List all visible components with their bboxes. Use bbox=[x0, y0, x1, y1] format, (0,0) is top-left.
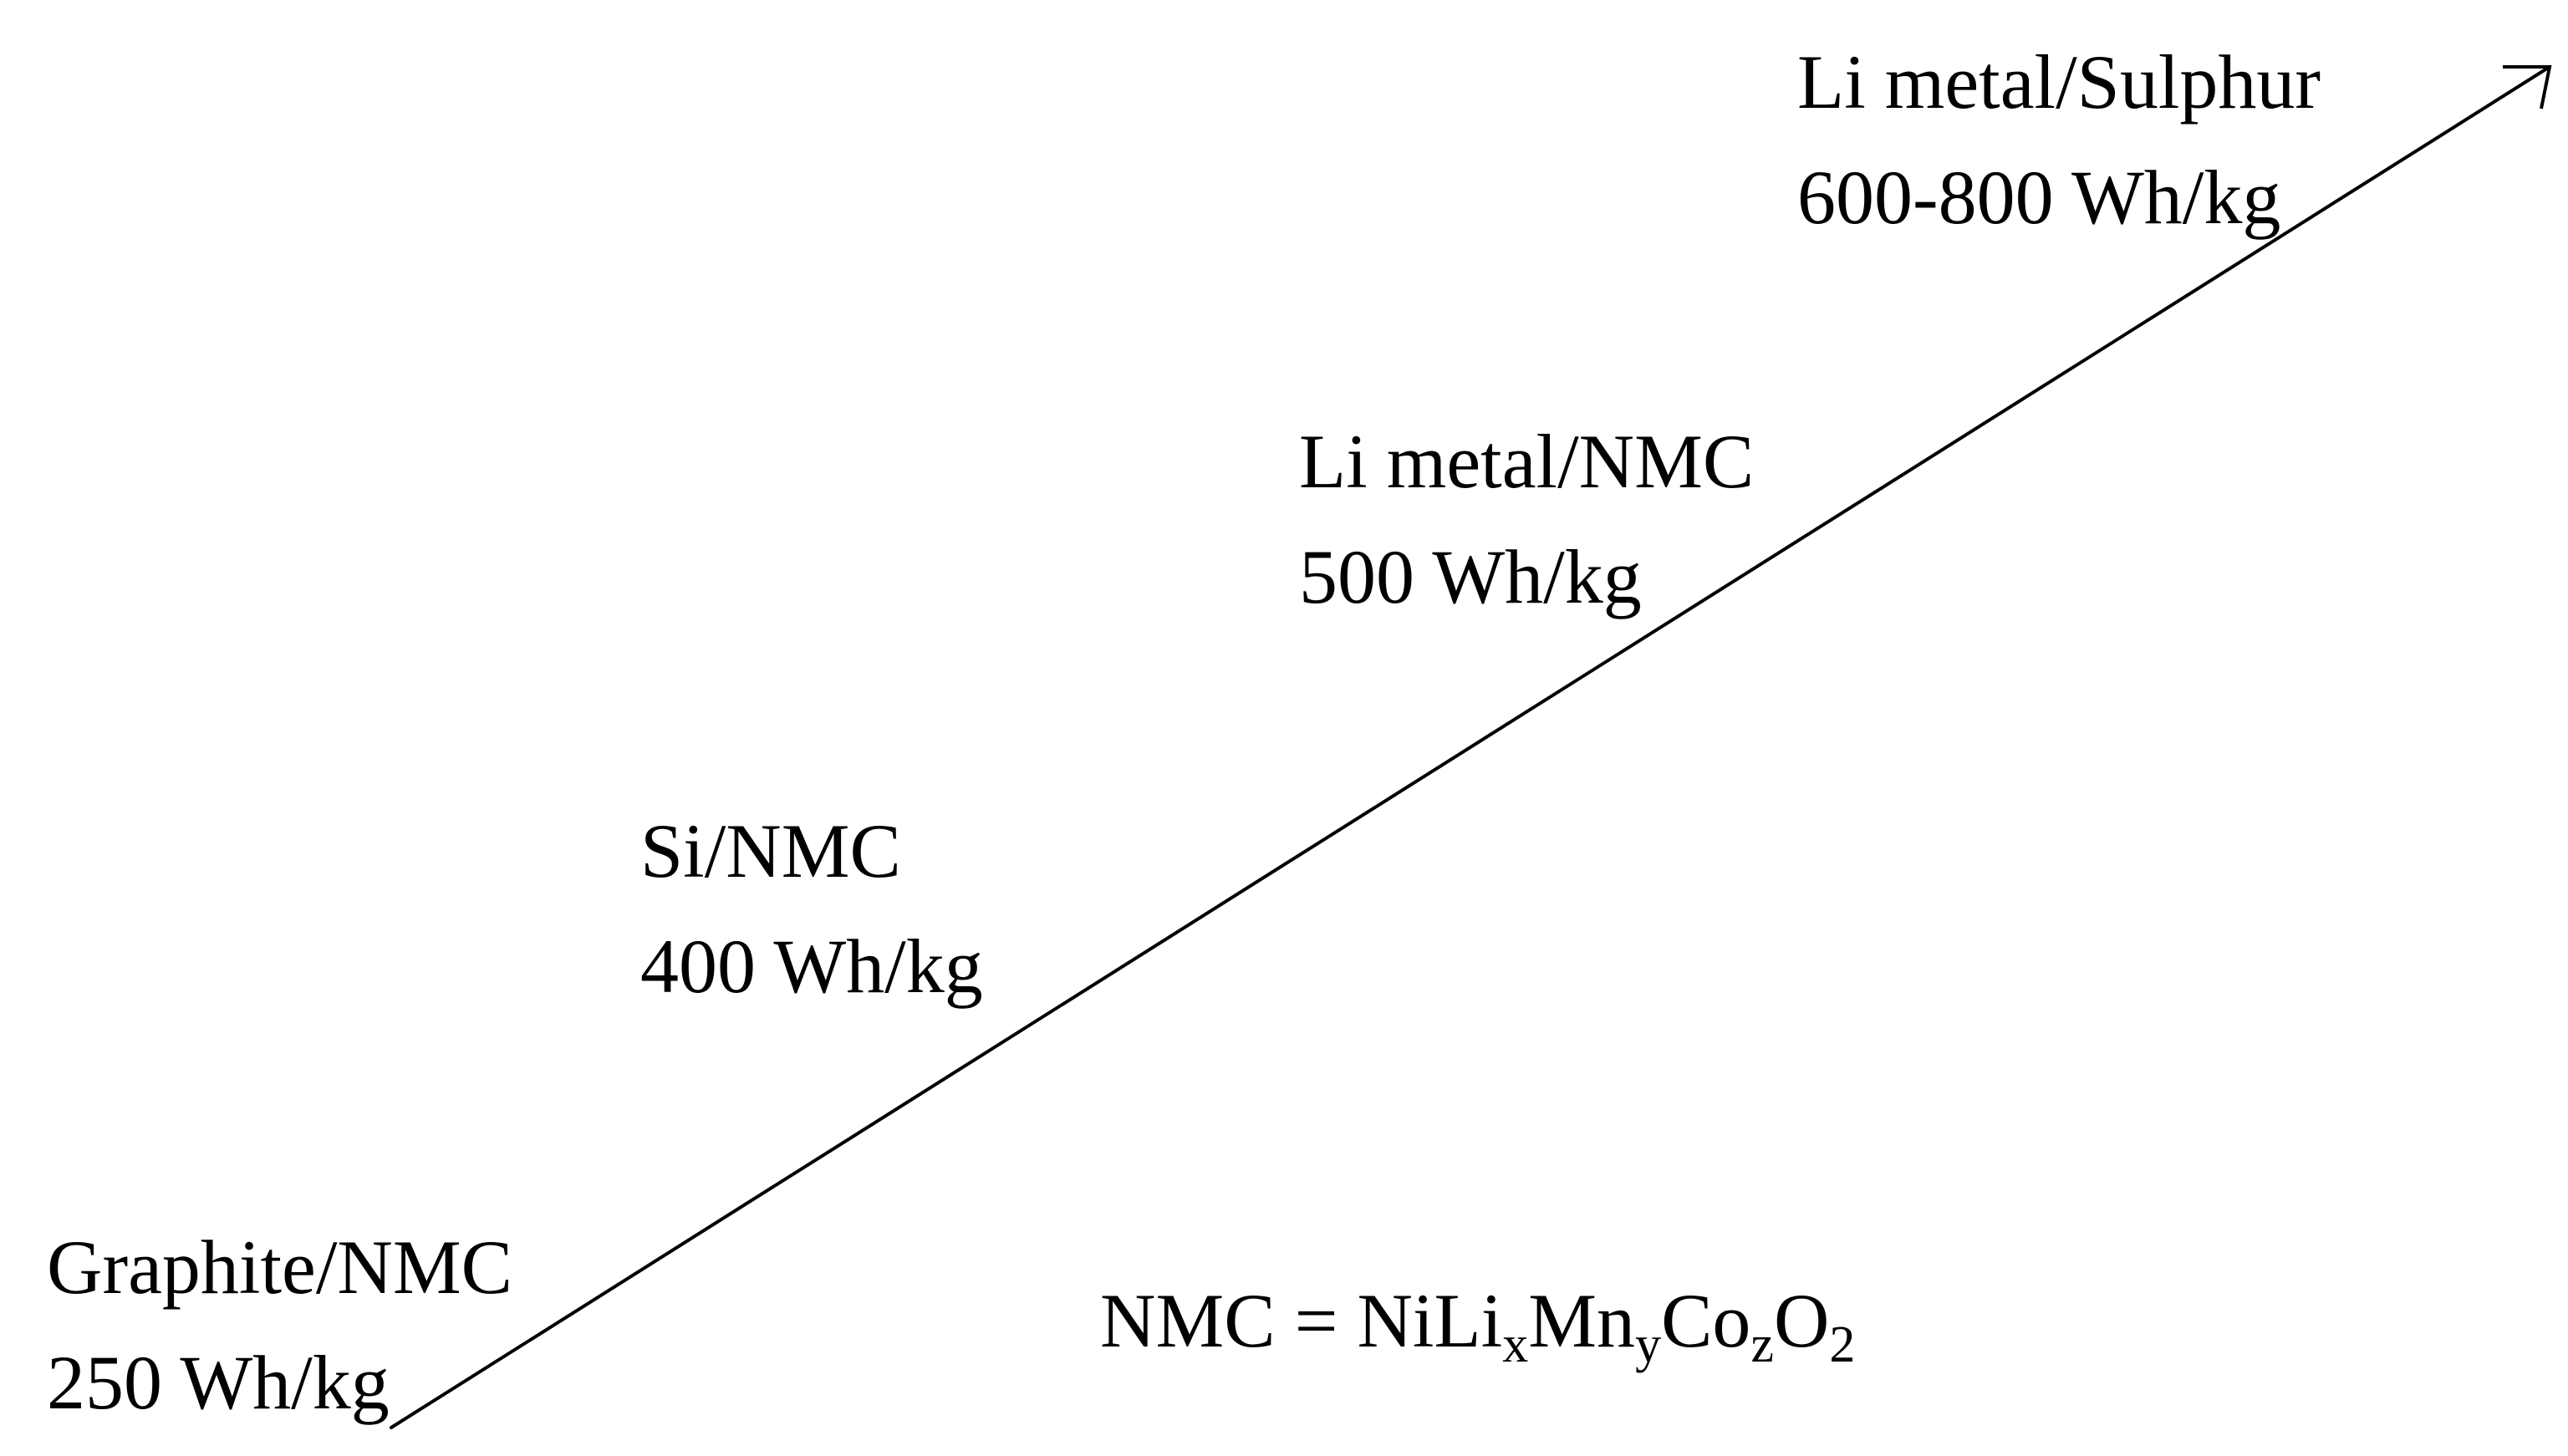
formula-co: Co bbox=[1661, 1278, 1751, 1363]
formula-lhs: NMC = NiLi bbox=[1100, 1278, 1503, 1363]
formula-mn: Mn bbox=[1528, 1278, 1636, 1363]
stage-li-metal-nmc-label: Li metal/NMC bbox=[1299, 419, 1755, 504]
formula-subscript-2: 2 bbox=[1829, 1316, 1856, 1373]
stage-si-nmc-label: Si/NMC bbox=[640, 808, 901, 893]
formula-subscript-x: x bbox=[1502, 1316, 1529, 1373]
stage-graphite-nmc-energy: 250 Wh/kg bbox=[47, 1340, 390, 1425]
formula-subscript-y: y bbox=[1635, 1316, 1662, 1373]
progression-arrow-shaft bbox=[390, 65, 2551, 1429]
formula-o: O bbox=[1773, 1278, 1830, 1363]
stage-graphite-nmc-label: Graphite/NMC bbox=[47, 1224, 513, 1310]
stage-si-nmc-energy: 400 Wh/kg bbox=[640, 924, 983, 1009]
stage-li-metal-nmc-energy: 500 Wh/kg bbox=[1299, 534, 1642, 619]
nmc-formula-definition: NMC = NiLixMnyCozO2 bbox=[1100, 1282, 1855, 1371]
stage-li-metal-sulphur-label: Li metal/Sulphur bbox=[1797, 39, 2321, 125]
progression-arrow-head bbox=[2503, 65, 2552, 109]
stage-li-metal-sulphur-energy: 600-800 Wh/kg bbox=[1797, 155, 2281, 240]
formula-subscript-z: z bbox=[1750, 1316, 1774, 1373]
